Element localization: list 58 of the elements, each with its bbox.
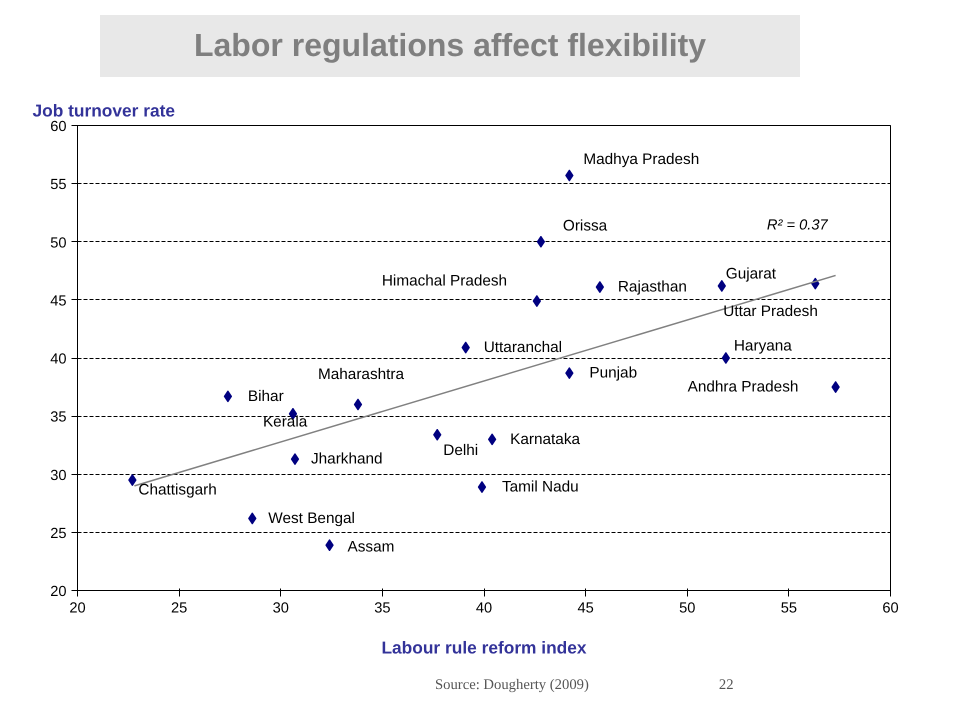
point [596, 281, 604, 294]
annotation: Rajasthan [618, 278, 687, 296]
text: 22 [718, 677, 734, 693]
x-tick-label: 60 [882, 600, 899, 616]
x-tick-label: 35 [374, 600, 391, 616]
annotation: Orissa [562, 217, 608, 234]
point [536, 236, 546, 248]
annotation: Punjab [589, 364, 638, 382]
annotation: Uttar Pradesh [723, 303, 818, 320]
annotation: Bihar [248, 388, 284, 405]
annotation: Maharashtra [318, 366, 405, 383]
annotation: Karnataka [510, 430, 580, 448]
y-tick-label: 40 [50, 352, 67, 368]
annotation: Tamil Nadu [502, 478, 579, 496]
annotation: Andhra Pradesh [688, 378, 798, 396]
annotation: West Bengal [268, 510, 355, 527]
source-note: Source: Dougherty (2009) [435, 677, 589, 693]
annotation: Kerala [262, 413, 308, 430]
y-tick-label: 35 [50, 410, 67, 426]
y-tick-label: 50 [50, 235, 67, 252]
x-tick-label: 40 [476, 600, 492, 616]
x-tick-label: 20 [69, 600, 86, 616]
point [354, 398, 362, 410]
point [128, 474, 137, 486]
point [722, 352, 730, 364]
annotation: Uttaranchal [484, 339, 562, 356]
x-tick-label: 25 [170, 600, 188, 616]
annotation: Chattisgarh [138, 482, 217, 499]
annotation: Himachal Pradesh [382, 272, 508, 290]
x-axis-title: Labour rule reform index [381, 638, 587, 658]
annotation: Assam [348, 538, 394, 556]
point [325, 539, 334, 552]
y-tick-label: 20 [50, 584, 67, 600]
point [565, 367, 574, 380]
point [831, 381, 840, 394]
x-tick-label: 30 [272, 600, 289, 616]
text: R² = 0.37 [766, 217, 828, 234]
y-tick-label: 55 [50, 177, 67, 194]
chart-title: Labor regulations affect flexibility [100, 15, 800, 77]
annotation: Delhi [443, 442, 478, 460]
point [478, 481, 486, 494]
point [532, 295, 542, 308]
point [290, 453, 300, 466]
y-axis-title: Job turnover rate [32, 100, 176, 120]
annotation: Gujarat [726, 265, 777, 282]
point [488, 433, 496, 446]
y-tick-label: 30 [50, 468, 67, 484]
y-tick-label: 60 [50, 119, 67, 135]
point [224, 390, 232, 402]
point [565, 169, 574, 182]
x-tick-label: 50 [679, 600, 696, 616]
x-tick-label: 45 [577, 600, 594, 616]
annotation: Jharkhand [310, 450, 383, 468]
y-tick-label: 25 [50, 526, 67, 542]
x-tick-label: 55 [780, 600, 798, 616]
annotation: Madhya Pradesh [583, 150, 700, 168]
annotation: Haryana [734, 338, 792, 354]
y-tick-label: 45 [50, 293, 67, 310]
